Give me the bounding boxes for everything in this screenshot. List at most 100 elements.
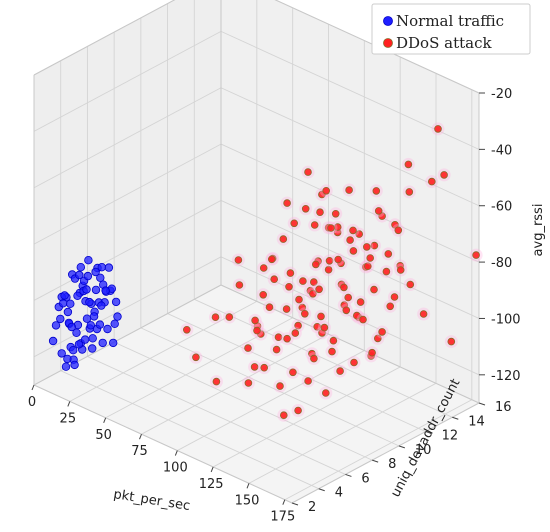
point-normal-traffic [48,336,58,346]
point-ddos-attack [370,285,378,294]
x-tick-label: 125 [199,477,224,492]
point-ddos-attack [272,345,281,354]
point-normal-traffic [56,314,65,324]
point-ddos-attack [349,226,357,235]
grid-line-z-left [33,256,222,358]
point-ddos-attack [251,316,259,325]
point-normal-traffic [82,285,91,294]
x-tick-label: 75 [131,444,148,459]
pane-edge [274,0,480,94]
legend-label-normal-traffic: Normal traffic [396,12,504,30]
point-normal-traffic [61,362,71,371]
grid-line-x-floor [248,382,437,484]
point-normal-traffic [91,285,101,295]
x-tick-label: 150 [235,493,260,508]
point-normal-traffic [72,328,81,337]
point-normal-traffic [76,263,85,272]
x-tick-mark [282,499,286,505]
x-tick-mark [67,401,71,407]
point-ddos-attack [286,269,295,277]
grid-line-y-floor [87,356,346,475]
point-normal-traffic [60,291,69,300]
point-ddos-attack [304,168,312,176]
point-ddos-attack [244,379,253,387]
point-ddos-attack [349,247,358,255]
point-normal-traffic [66,299,75,308]
point-ddos-attack [355,230,364,238]
grid-line-z-left [33,200,222,301]
x-tick-mark [31,384,35,391]
point-ddos-attack [374,207,383,215]
point-ddos-attack [419,310,428,318]
x-tick-mark [210,466,214,473]
point-normal-traffic [111,297,121,307]
point-ddos-attack [372,187,381,195]
grid-line-y-floor [194,298,453,418]
x-tick-mark [103,417,107,423]
point-ddos-attack [391,221,399,229]
point-ddos-attack [346,236,354,244]
point-ddos-attack [235,281,244,289]
point-ddos-attack [325,256,334,265]
pane-edge [220,284,480,404]
x-tick-mark [139,433,142,440]
point-normal-traffic [83,271,93,281]
legend-box [371,3,531,55]
point-ddos-attack [373,334,382,343]
point-ddos-attack [382,267,391,276]
point-ddos-attack [295,295,303,304]
grid-line-z-left [33,87,222,189]
z-tick-label: -60 [491,200,512,215]
point-ddos-attack [329,336,338,345]
point-ddos-attack [282,305,291,313]
point-ddos-attack [283,334,291,343]
axis-edges [33,0,480,504]
point-ddos-attack [311,260,320,269]
point-ddos-attack [313,322,322,331]
grid-line-y-floor [140,327,400,447]
point-normal-traffic [57,349,66,358]
point-ddos-attack [183,325,191,334]
point-ddos-attack [396,266,405,274]
point-ddos-attack [344,293,353,302]
point-ddos-attack [334,255,343,264]
point-ddos-attack [304,377,312,385]
point-ddos-attack [310,221,319,229]
x-tick-label: 0 [28,395,36,410]
point-ddos-attack [250,363,259,371]
point-ddos-attack [405,188,414,196]
point-normal-traffic [88,334,97,343]
point-ddos-attack [289,368,297,377]
point-ddos-attack [309,289,317,298]
point-ddos-attack [362,243,371,251]
grid-line-x-floor [284,399,473,501]
pane-edge [33,0,176,76]
grid-line-x-floor [141,333,329,435]
point-normal-traffic [68,346,78,355]
point-normal-traffic [110,319,119,328]
point-ddos-attack [427,177,436,186]
point-ddos-attack [316,208,324,217]
z-tick-label: -120 [491,369,521,384]
pane-edge [291,402,480,504]
point-ddos-attack [253,326,261,335]
point-ddos-attack [322,187,331,195]
y-tick-label: 14 [468,414,485,429]
grid-line-x-floor [212,366,401,468]
y-tick-label: 12 [442,429,459,444]
point-normal-traffic [58,299,68,308]
z-tick-label: -40 [491,143,512,158]
point-ddos-attack [276,382,284,390]
y-tick-label: 10 [415,443,432,458]
x-axis-label: pkt_per_sec [112,487,191,514]
point-ddos-attack [356,298,365,306]
point-ddos-attack [366,254,375,262]
point-normal-traffic [87,344,97,353]
point-normal-traffic [85,297,94,307]
y-tick-mark [291,502,299,506]
point-ddos-attack [301,205,310,213]
point-ddos-attack [300,309,309,318]
point-normal-traffic [113,312,122,321]
point-ddos-attack [370,241,379,250]
